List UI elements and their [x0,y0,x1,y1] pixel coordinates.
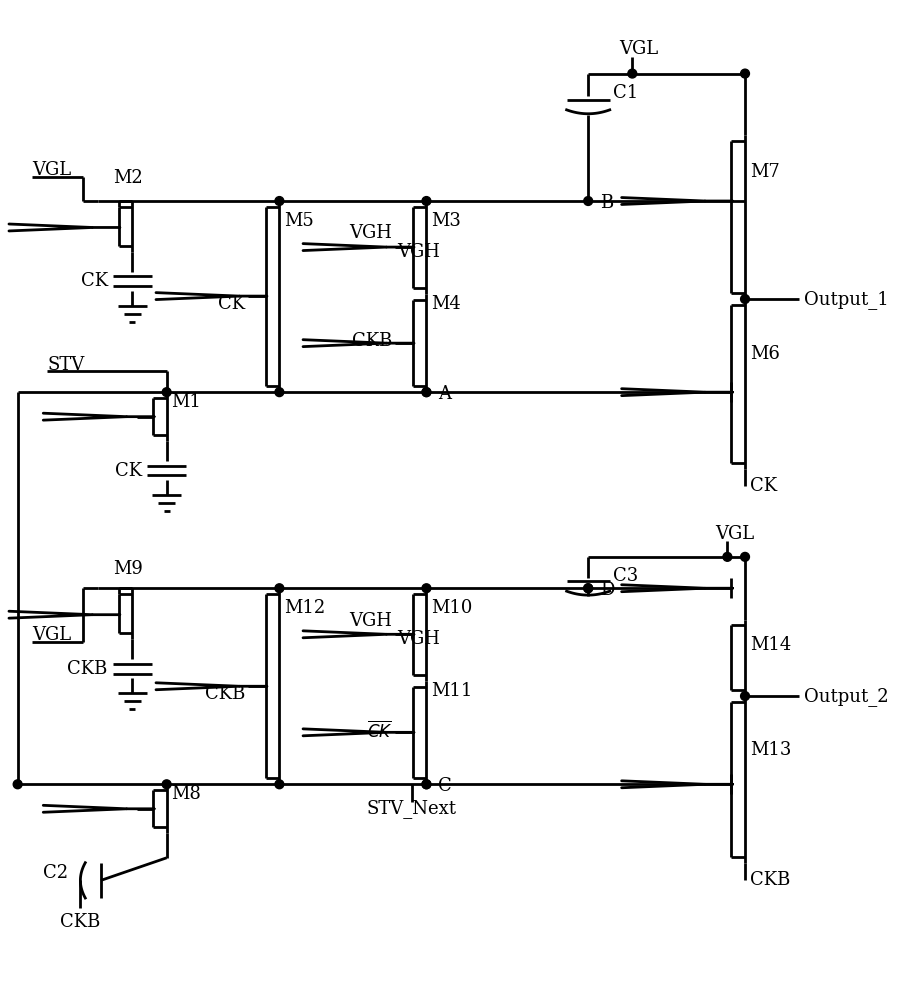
Text: VGL: VGL [619,40,658,58]
Circle shape [422,780,431,789]
Text: M10: M10 [431,599,472,617]
Text: M4: M4 [431,295,461,313]
Circle shape [583,197,592,205]
Text: CK: CK [80,272,107,290]
Text: M2: M2 [113,169,143,187]
Text: STV: STV [47,356,84,374]
Circle shape [740,552,749,561]
Circle shape [14,780,22,789]
Text: VGH: VGH [396,243,440,261]
Text: VGL: VGL [33,626,71,644]
Circle shape [628,69,636,78]
Text: M13: M13 [749,741,790,759]
Text: STV_Next: STV_Next [367,799,456,818]
Circle shape [162,780,171,789]
Text: Output_2: Output_2 [803,687,888,706]
Circle shape [275,197,284,205]
Text: M9: M9 [113,560,143,578]
Text: VGH: VGH [396,630,440,648]
Text: M11: M11 [431,682,472,700]
Text: M8: M8 [172,785,201,803]
Circle shape [583,584,592,593]
Text: C3: C3 [612,567,638,585]
Text: M6: M6 [749,345,779,363]
Circle shape [422,780,431,789]
Text: M5: M5 [284,212,313,230]
Text: M7: M7 [749,163,778,181]
Text: Output_1: Output_1 [803,290,888,309]
Text: $\overline{CK}$: $\overline{CK}$ [366,720,392,741]
Circle shape [740,692,749,700]
Text: M12: M12 [284,599,325,617]
Circle shape [162,388,171,397]
Text: M3: M3 [431,212,461,230]
Text: A: A [438,385,451,403]
Text: M14: M14 [749,636,790,654]
Text: CK: CK [218,295,245,313]
Text: C: C [438,777,452,795]
Text: C1: C1 [612,84,638,102]
Circle shape [722,552,731,561]
Circle shape [422,388,431,397]
Circle shape [740,69,749,78]
Text: VGH: VGH [349,612,392,630]
Circle shape [275,780,284,789]
Circle shape [275,584,284,593]
Text: CKB: CKB [61,913,100,931]
Text: VGL: VGL [715,525,754,543]
Text: CKB: CKB [204,685,245,703]
Circle shape [740,295,749,303]
Circle shape [583,584,592,593]
Text: CK: CK [749,477,777,495]
Text: VGL: VGL [33,161,71,179]
Circle shape [275,388,284,397]
Text: CKB: CKB [351,332,392,350]
Text: M1: M1 [172,393,201,411]
Text: VGH: VGH [349,224,392,242]
Text: CKB: CKB [749,871,789,889]
Text: B: B [600,194,612,212]
Text: D: D [600,581,614,599]
Text: CKB: CKB [68,660,107,678]
Text: CK: CK [115,462,142,480]
Circle shape [422,388,431,397]
Text: C2: C2 [43,864,69,882]
Circle shape [422,197,431,205]
Circle shape [422,584,431,593]
